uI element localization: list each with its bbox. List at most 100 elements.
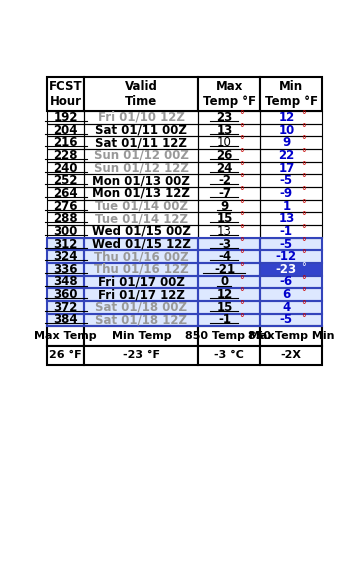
Text: 1: 1 xyxy=(282,200,290,212)
Bar xyxy=(198,136,260,149)
Text: °: ° xyxy=(239,161,244,171)
Text: Min Temp: Min Temp xyxy=(111,331,171,341)
Text: Wed 01/15 00Z: Wed 01/15 00Z xyxy=(92,225,191,238)
Text: 4: 4 xyxy=(282,301,290,314)
Bar xyxy=(260,77,322,111)
Text: °: ° xyxy=(239,123,244,133)
Text: -23: -23 xyxy=(276,263,297,276)
Bar xyxy=(84,313,198,326)
Text: °: ° xyxy=(301,136,306,146)
Text: Sat 01/18 12Z: Sat 01/18 12Z xyxy=(95,313,187,326)
Bar xyxy=(47,149,84,162)
Bar xyxy=(84,276,198,288)
Text: °: ° xyxy=(239,148,244,158)
Bar xyxy=(260,263,322,276)
Bar xyxy=(47,212,322,225)
Text: °: ° xyxy=(239,313,244,323)
Text: 192: 192 xyxy=(54,111,78,124)
Bar xyxy=(47,263,322,276)
Bar xyxy=(260,313,322,326)
Text: -6: -6 xyxy=(280,275,293,288)
Text: 252: 252 xyxy=(54,174,78,187)
Bar xyxy=(260,326,322,346)
Bar xyxy=(47,162,84,174)
Text: °: ° xyxy=(301,123,306,133)
Text: °: ° xyxy=(239,288,244,298)
Text: °: ° xyxy=(301,237,306,247)
Text: -23 °F: -23 °F xyxy=(123,350,160,360)
Bar xyxy=(47,200,84,212)
Bar xyxy=(47,238,322,250)
Text: 0: 0 xyxy=(220,275,229,288)
Bar xyxy=(47,250,322,263)
Text: -12: -12 xyxy=(276,250,297,263)
Text: 324: 324 xyxy=(54,250,78,263)
Bar xyxy=(47,313,84,326)
Text: Sun 01/12 12Z: Sun 01/12 12Z xyxy=(94,161,189,174)
Bar xyxy=(47,136,322,149)
Bar xyxy=(47,301,84,313)
Text: Thu 01/16 00Z: Thu 01/16 00Z xyxy=(94,250,189,263)
Text: Valid
Time: Valid Time xyxy=(125,80,158,108)
Bar xyxy=(47,149,322,162)
Bar xyxy=(84,124,198,136)
Text: 24: 24 xyxy=(216,161,233,174)
Bar xyxy=(198,200,260,212)
Bar xyxy=(198,326,260,346)
Text: 23: 23 xyxy=(216,111,233,124)
Text: 12: 12 xyxy=(278,111,294,124)
Text: 216: 216 xyxy=(54,136,78,149)
Bar xyxy=(84,77,198,111)
Text: °: ° xyxy=(301,186,306,196)
Bar xyxy=(84,111,198,124)
Text: Sat 01/18 00Z: Sat 01/18 00Z xyxy=(95,301,187,314)
Text: °: ° xyxy=(239,110,244,120)
Bar xyxy=(47,200,322,212)
Text: Tue 01/14 12Z: Tue 01/14 12Z xyxy=(95,212,188,225)
Text: 348: 348 xyxy=(53,275,78,288)
Bar xyxy=(47,225,322,238)
Text: FCST
Hour: FCST Hour xyxy=(49,80,82,108)
Text: °: ° xyxy=(301,224,306,234)
Bar xyxy=(260,212,322,225)
Text: °: ° xyxy=(301,199,306,209)
Text: 336: 336 xyxy=(54,263,78,276)
Text: -7: -7 xyxy=(218,187,231,200)
Bar xyxy=(47,250,84,263)
Text: Min
Temp °F: Min Temp °F xyxy=(265,80,318,108)
Text: °: ° xyxy=(239,275,244,285)
Bar xyxy=(84,288,198,301)
Text: °: ° xyxy=(239,249,244,259)
Bar xyxy=(47,162,322,174)
Bar xyxy=(198,313,260,326)
Bar xyxy=(260,174,322,187)
Text: -3: -3 xyxy=(218,238,231,251)
Bar xyxy=(84,326,198,346)
Text: °: ° xyxy=(301,275,306,285)
Bar xyxy=(198,111,260,124)
Text: Max
Temp °F: Max Temp °F xyxy=(203,80,256,108)
Text: Max Temp: Max Temp xyxy=(34,331,97,341)
Text: -2: -2 xyxy=(218,174,231,187)
Bar xyxy=(47,212,84,225)
Text: 9: 9 xyxy=(220,200,229,212)
Bar xyxy=(84,187,198,200)
Text: 312: 312 xyxy=(54,238,78,251)
Bar xyxy=(84,250,198,263)
Text: -4: -4 xyxy=(218,250,231,263)
Text: 204: 204 xyxy=(54,124,78,137)
Bar xyxy=(47,301,322,313)
Bar xyxy=(84,212,198,225)
Bar xyxy=(260,200,322,212)
Text: 26 °F: 26 °F xyxy=(49,350,82,360)
Text: 360: 360 xyxy=(54,288,78,301)
Text: 6: 6 xyxy=(282,288,290,301)
Bar xyxy=(198,174,260,187)
Text: Tue 01/14 00Z: Tue 01/14 00Z xyxy=(95,200,188,212)
Bar xyxy=(260,162,322,174)
Text: 17: 17 xyxy=(278,161,294,174)
Text: °: ° xyxy=(301,313,306,323)
Bar xyxy=(47,288,84,301)
Bar xyxy=(47,136,84,149)
Text: 13: 13 xyxy=(216,124,233,137)
